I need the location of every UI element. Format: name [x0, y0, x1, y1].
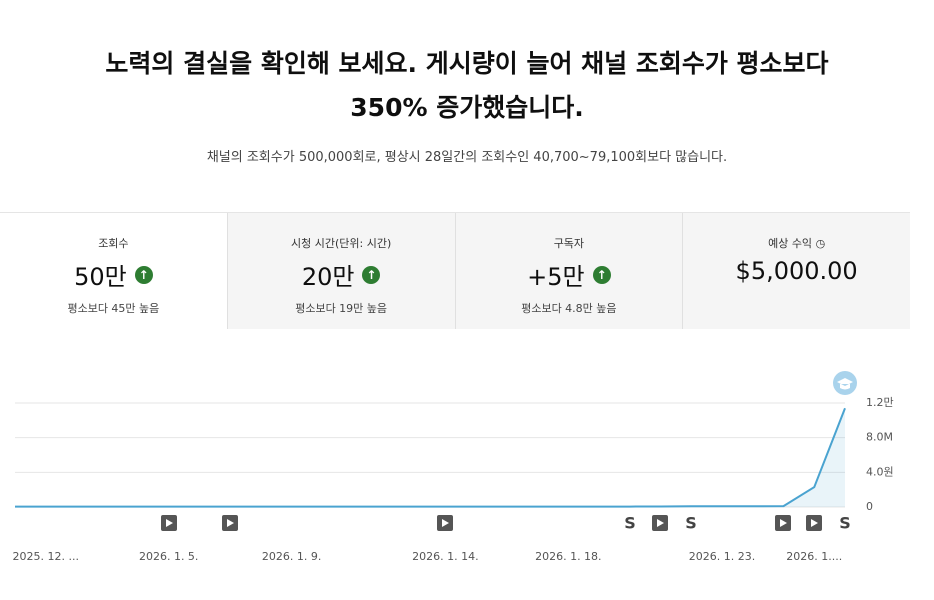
up-icon: ↑	[592, 265, 611, 284]
metric-value: $5,000.00	[735, 257, 858, 285]
metric-label: 구독자	[553, 237, 585, 250]
metric-cards: 조회수 50만 ↑ 평소보다 45만 높음 시청 시간(단위: 시간) 20만 ↑ …	[0, 212, 910, 329]
metric-value-row: $5,000.00	[683, 257, 910, 285]
metric-value: +5만	[527, 263, 585, 291]
play-glyphs	[166, 519, 818, 527]
y-tick-label: 4.0원	[866, 465, 894, 478]
play-glyph	[166, 519, 818, 527]
x-tick-label: 2026. 1. 18.	[535, 550, 601, 563]
up-icon: ↑	[134, 265, 153, 284]
metric-note: 평소보다 45만 높음	[67, 302, 160, 315]
metric-card[interactable]: 구독자 +5만 ↑ 평소보다 4.8만 높음	[454, 213, 683, 329]
metric-card[interactable]: 조회수 50만 ↑ 평소보다 45만 높음	[0, 213, 227, 329]
metric-label: 예상 수익 ◷	[683, 235, 910, 251]
x-tick-label: 2026. 1....	[786, 550, 842, 563]
x-tick-label: 2026. 1. 23.	[689, 550, 755, 563]
metric-note: 평소보다 19만 높음	[295, 302, 388, 315]
metric-value: 50만	[74, 263, 127, 291]
title-line: 노력의 결실을 확인해 보세요. 게시량이 늘어 채널 조회수가 평소보다	[105, 49, 829, 78]
title-line: 350% 증가했습니다.	[350, 93, 584, 122]
metric-value-row: +5만 ↑	[456, 257, 683, 292]
x-tick-label: 2026. 1. 5.	[139, 550, 198, 563]
area	[15, 408, 845, 507]
subtitle: 채널의 조회수가 500,000회로, 평상시 28일간의 조회수인 40,70…	[206, 150, 728, 165]
metric-label-text: 예상 수익	[768, 237, 813, 250]
metric-value-row: 50만 ↑	[0, 257, 227, 292]
y-tick-label: 0	[866, 500, 873, 513]
x-tick-label: 2026. 1. 9.	[262, 550, 321, 563]
headline: 노력의 결실을 확인해 보세요. 게시량이 늘어 채널 조회수가 평소보다 35…	[0, 42, 934, 130]
x-tick-label: 2025. 12. ...	[13, 550, 79, 563]
metric-note: 평소보다 4.8만 높음	[521, 302, 617, 315]
y-tick-label: 1.2만	[866, 396, 894, 409]
shorts-icon: S	[685, 514, 697, 533]
upload-icons: S S S	[161, 514, 851, 533]
metric-card[interactable]: 예상 수익 ◷ $5,000.00	[682, 213, 910, 329]
y-tick-label: 8.0M	[866, 431, 893, 444]
metric-label: 조회수	[98, 237, 129, 250]
metric-value-row: 20만 ↑	[228, 257, 455, 292]
x-tick-label: 2026. 1. 14.	[412, 550, 478, 563]
metric-card[interactable]: 시청 시간(단위: 시간) 20만 ↑ 평소보다 19만 높음	[226, 213, 455, 329]
metric-label: 시청 시간(단위: 시간)	[291, 237, 392, 250]
line	[15, 407, 846, 508]
shorts-icon: S	[839, 514, 851, 533]
metric-value: 20만	[301, 263, 355, 291]
cap-glyph	[837, 378, 853, 390]
shorts-icon: S	[624, 514, 636, 533]
up-icon: ↑	[362, 265, 381, 284]
chart: S S S 0 4.0원 8.0M 1.2만 2025. 12. ... 2026. 1.…	[13, 371, 894, 563]
clock-icon: ◷	[815, 237, 826, 250]
